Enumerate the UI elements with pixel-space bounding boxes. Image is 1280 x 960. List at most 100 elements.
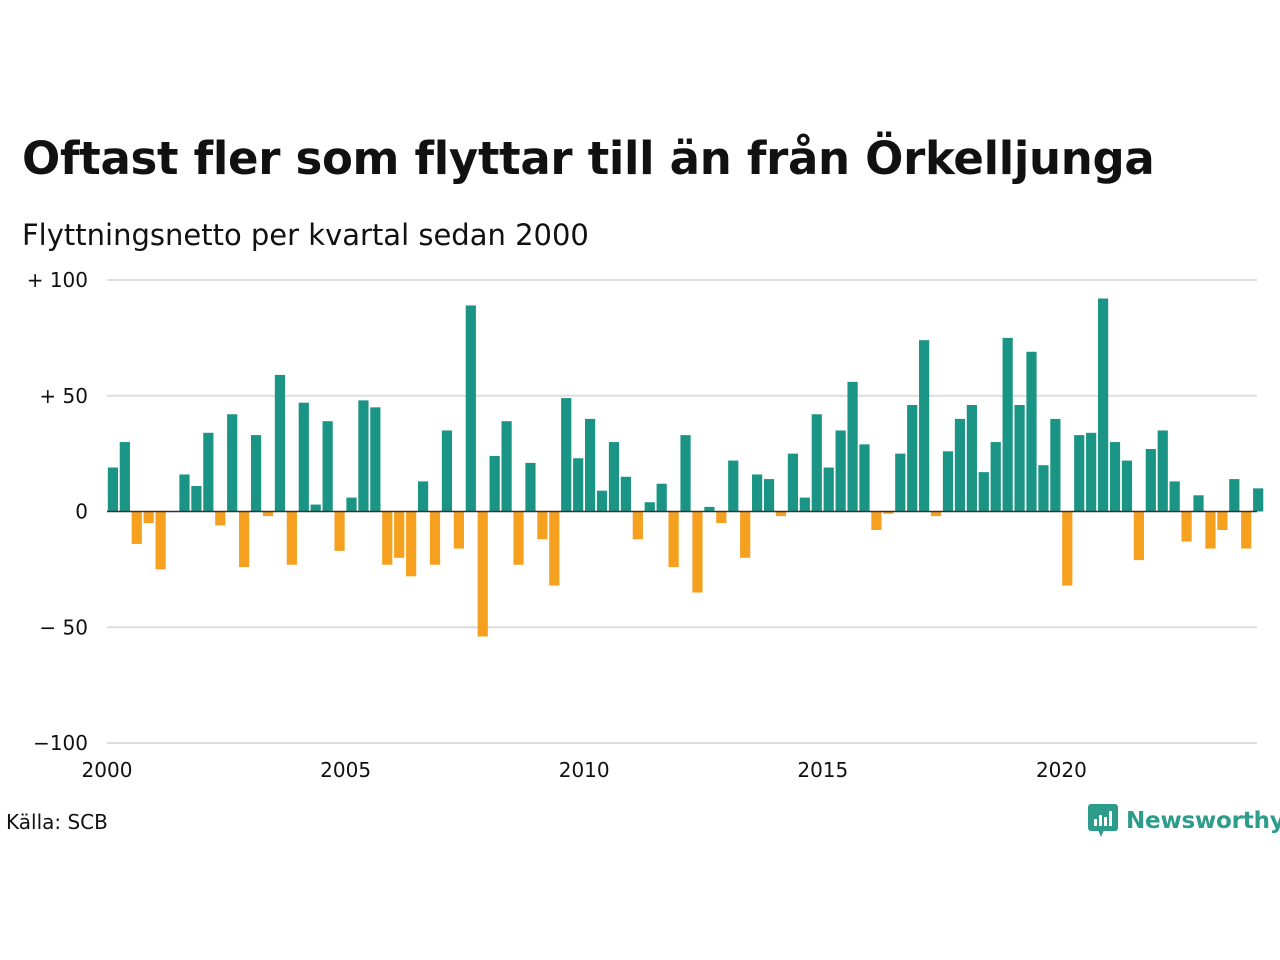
chart-subtitle: Flyttningsnetto per kvartal sedan 2000: [22, 218, 589, 252]
bar: [406, 511, 417, 577]
x-tick-label: 2010: [559, 758, 610, 782]
bar: [919, 340, 930, 512]
bar: [501, 421, 512, 512]
bar: [859, 444, 870, 512]
bar: [752, 474, 763, 512]
bar: [441, 430, 453, 512]
y-tick-label: 0: [75, 500, 88, 524]
bar: [1241, 511, 1252, 549]
bar: [119, 442, 130, 512]
bar: [453, 511, 464, 549]
y-tick-label: −100: [33, 731, 88, 755]
bar: [298, 402, 309, 512]
bar: [716, 511, 727, 524]
bar: [262, 511, 274, 517]
bar: [239, 511, 250, 568]
bar: [883, 511, 894, 514]
bar: [895, 453, 906, 512]
bar: [1181, 511, 1192, 542]
bar: [668, 511, 679, 568]
bar: [1097, 298, 1109, 512]
bar: [1145, 449, 1156, 512]
bar: [930, 511, 942, 517]
bar: [191, 486, 202, 512]
bar: [990, 442, 1001, 512]
bar: [465, 305, 476, 512]
bar: [370, 407, 381, 512]
bar: [477, 511, 488, 637]
bar: [596, 490, 608, 512]
bar: [227, 414, 238, 512]
y-tick-label: − 50: [39, 615, 88, 639]
bar: [513, 511, 524, 565]
bar: [942, 451, 954, 512]
bar: [1038, 465, 1049, 512]
bar: [549, 511, 560, 586]
bar: [966, 405, 977, 512]
x-axis-ticks: 2000 2005 2010 2015 2020: [82, 758, 1087, 782]
bar: [823, 467, 834, 512]
bar: [644, 502, 655, 512]
bar: [489, 455, 500, 512]
bar: [310, 504, 321, 512]
bar: [1002, 337, 1013, 512]
bar: [573, 458, 584, 512]
bar: [429, 511, 441, 565]
bar: [728, 460, 739, 512]
bar: [1169, 481, 1180, 512]
bar: [537, 511, 548, 540]
bar: [608, 442, 620, 512]
bar: [1229, 479, 1240, 512]
bar: [274, 374, 286, 512]
bar: [155, 511, 166, 570]
bar: [656, 483, 667, 512]
x-tick-label: 2000: [82, 758, 133, 782]
bar: [525, 462, 536, 512]
newsworthy-logo-icon: [1088, 804, 1118, 837]
bar: [1050, 418, 1061, 512]
bar: [871, 511, 882, 531]
bar: [322, 421, 333, 512]
bar: [107, 467, 118, 512]
bar: [131, 511, 142, 544]
bar: [1253, 488, 1264, 512]
bar: [1157, 430, 1168, 512]
bar: [704, 506, 715, 512]
bar: [561, 398, 572, 512]
bar: [907, 405, 918, 512]
brand-name: Newsworthy: [1126, 808, 1280, 834]
bar: [692, 511, 703, 593]
bar: [358, 400, 369, 512]
bar: [835, 430, 846, 512]
bar: [1062, 511, 1073, 586]
bar: [179, 474, 190, 512]
x-tick-label: 2020: [1036, 758, 1087, 782]
bars: [107, 298, 1264, 637]
bar: [1109, 442, 1121, 512]
bar: [1074, 435, 1085, 512]
bar: [215, 511, 226, 526]
bar: [203, 432, 214, 512]
bar: [763, 479, 775, 512]
bar: [585, 418, 596, 512]
bar: [1014, 405, 1025, 512]
bar: [740, 511, 751, 558]
bar: [1026, 351, 1037, 512]
bar: [394, 511, 405, 558]
x-tick-label: 2005: [320, 758, 371, 782]
source-note: Källa: SCB: [6, 810, 108, 834]
bar: [1086, 432, 1097, 512]
bar: [417, 481, 429, 512]
newsworthy-brand: Newsworthy: [1088, 804, 1280, 838]
x-tick-label: 2015: [797, 758, 848, 782]
bar: [250, 435, 262, 512]
bar: [680, 435, 691, 512]
bar: [382, 511, 393, 565]
bar: [1217, 511, 1228, 531]
bar: [632, 511, 643, 540]
bar: [954, 418, 966, 512]
bar: [1121, 460, 1133, 512]
bar: [620, 476, 631, 512]
bar: [978, 472, 989, 512]
bar: [1193, 495, 1204, 512]
